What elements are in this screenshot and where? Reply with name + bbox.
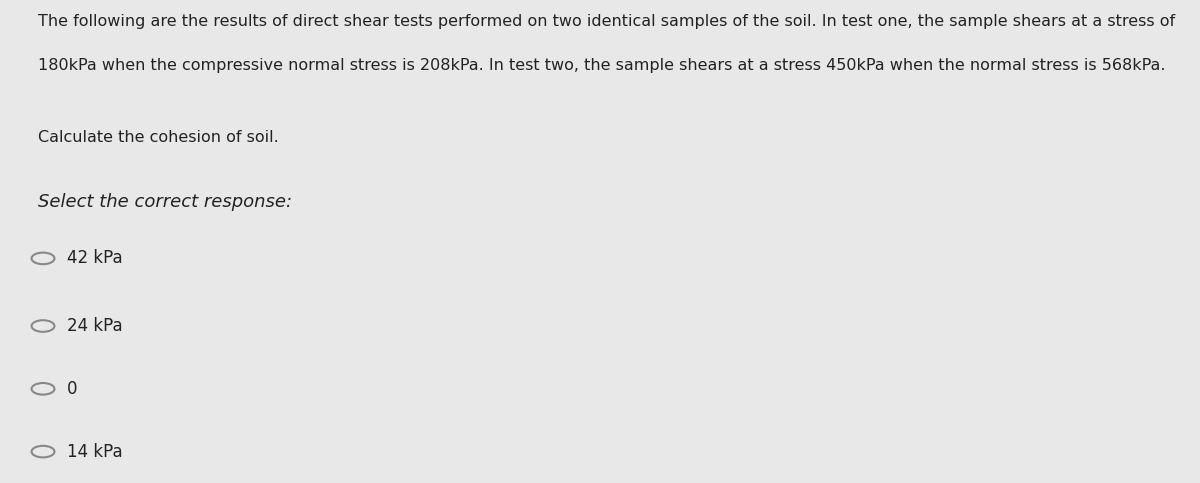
Text: 0: 0 <box>67 380 77 398</box>
Text: 42 kPa: 42 kPa <box>67 249 122 268</box>
Text: Calculate the cohesion of soil.: Calculate the cohesion of soil. <box>38 130 278 145</box>
Text: 14 kPa: 14 kPa <box>67 442 122 461</box>
Text: 24 kPa: 24 kPa <box>67 317 122 335</box>
Text: The following are the results of direct shear tests performed on two identical s: The following are the results of direct … <box>38 14 1175 29</box>
Text: Select the correct response:: Select the correct response: <box>38 193 293 211</box>
Text: 180kPa when the compressive normal stress is 208kPa. In test two, the sample she: 180kPa when the compressive normal stres… <box>38 58 1165 73</box>
